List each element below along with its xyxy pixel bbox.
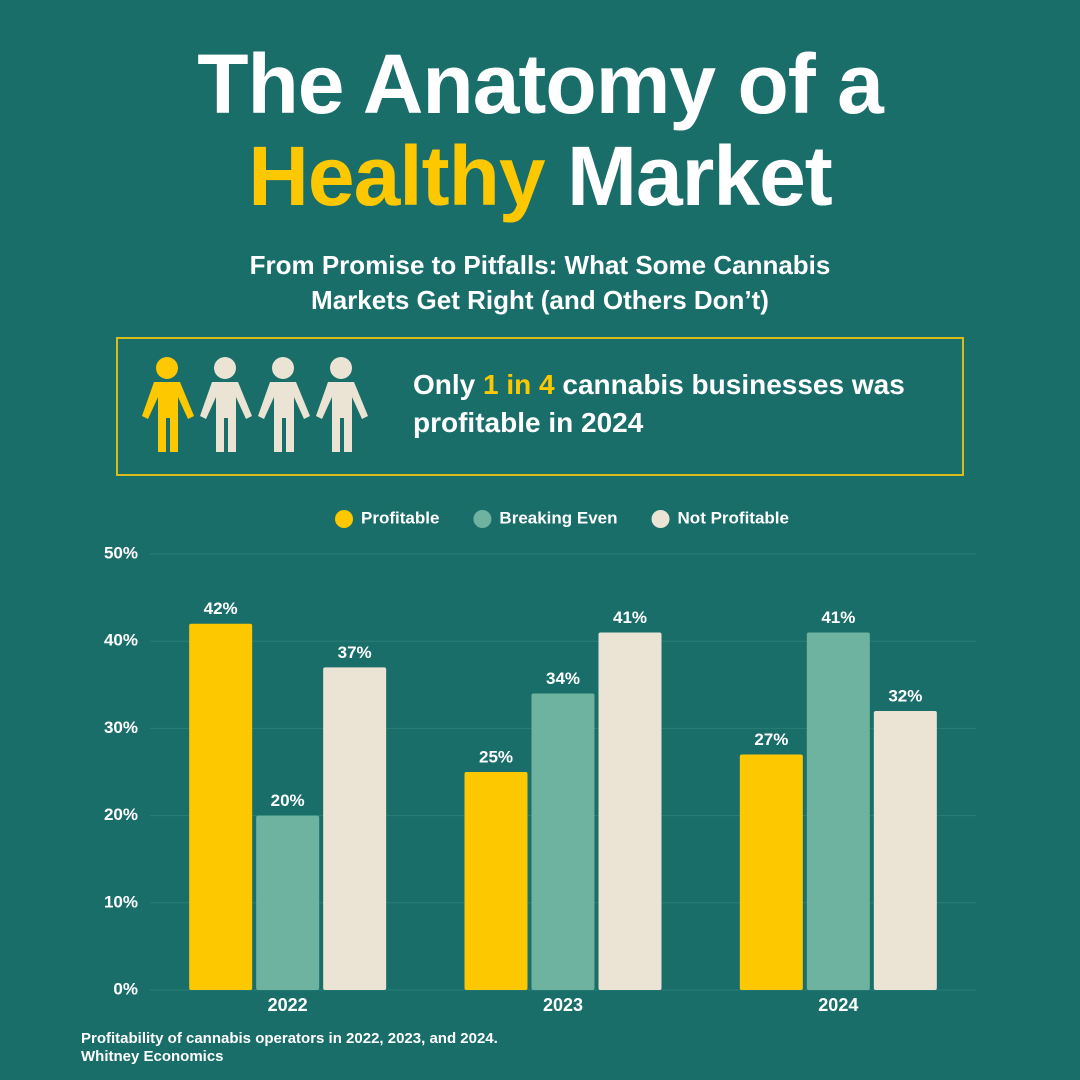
person-icon <box>258 357 310 452</box>
title: Healthy Market <box>0 130 1080 222</box>
bar <box>464 772 528 990</box>
person-icon <box>316 357 368 452</box>
y-tick-label: 30% <box>104 718 138 737</box>
callout-highlight: 1 in 4 <box>483 369 555 400</box>
value-label: 25% <box>479 747 513 766</box>
legend-marker <box>651 510 670 528</box>
value-label: 41% <box>613 608 647 627</box>
source: Whitney Economics <box>81 1048 224 1065</box>
subtitle: From Promise to Pitfalls: What Some Cann… <box>249 250 831 280</box>
y-tick-label: 20% <box>104 805 138 824</box>
subtitle: Markets Get Right (and Others Don’t) <box>311 285 769 315</box>
value-label: 41% <box>821 608 855 627</box>
callout-lead: Only <box>413 369 476 400</box>
callout-text: Only 1 in 4 cannabis businesses was prof… <box>413 366 953 442</box>
person-icon <box>142 357 194 452</box>
chart: 0% 10% 20% 30% 40% 50% Profitable Breaking Even… <box>104 508 976 1015</box>
value-label: 37% <box>338 643 372 662</box>
bar <box>806 632 870 990</box>
people-icons <box>142 357 368 452</box>
person-icon <box>200 357 252 452</box>
bar <box>873 710 937 990</box>
callout-rest: cannabis businesses was profitable in 20… <box>413 369 905 438</box>
legend-label: Profitable <box>361 508 439 527</box>
legend-label: Not Profitable <box>678 508 789 527</box>
legend-marker <box>335 510 354 528</box>
value-label: 32% <box>888 686 922 705</box>
bar <box>531 693 595 990</box>
title-highlight: Healthy <box>248 129 545 223</box>
legend-label: Breaking Even <box>499 508 617 527</box>
x-tick-label: 2024 <box>818 995 858 1015</box>
x-tick-label: 2022 <box>268 995 308 1015</box>
value-label: 27% <box>754 730 788 749</box>
y-tick-label: 40% <box>104 631 138 650</box>
title-line: The Anatomy of a <box>197 37 884 131</box>
title: The Anatomy of a <box>0 38 1080 130</box>
bar <box>189 623 253 990</box>
value-label: 20% <box>271 791 305 810</box>
bar <box>598 632 662 990</box>
caption: Profitability of cannabis operators in 2… <box>81 1030 498 1047</box>
y-tick-label: 0% <box>113 979 138 998</box>
title-rest: Market <box>566 129 833 223</box>
bar <box>256 815 320 990</box>
legend-marker <box>473 510 492 528</box>
y-tick-label: 10% <box>104 892 138 911</box>
x-tick-label: 2023 <box>543 995 583 1015</box>
bar <box>323 667 387 990</box>
callout-box <box>116 337 964 476</box>
bar <box>739 754 803 990</box>
y-tick-label: 50% <box>104 543 138 562</box>
value-label: 34% <box>546 669 580 688</box>
value-label: 42% <box>204 599 238 618</box>
